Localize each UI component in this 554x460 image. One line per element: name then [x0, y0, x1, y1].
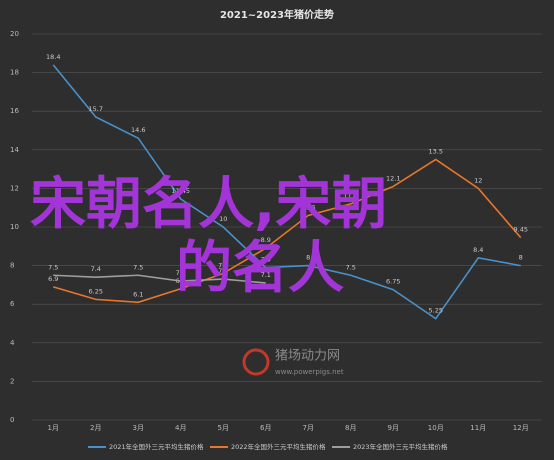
- data-label: 8.9: [261, 236, 271, 244]
- y-tick-label: 2: [10, 377, 14, 385]
- data-label: 15.7: [89, 105, 103, 113]
- x-tick-label: 5月: [218, 424, 229, 432]
- chart-title: 2021~2023年猪价走势: [220, 8, 334, 21]
- data-label: 7.5: [48, 263, 58, 271]
- data-label: 12.1: [386, 174, 400, 182]
- y-tick-label: 4: [10, 339, 15, 347]
- x-tick-label: 9月: [388, 424, 399, 432]
- data-label: 7.5: [346, 263, 356, 271]
- data-label: 7.3: [218, 267, 228, 275]
- data-label: 7.4: [91, 265, 101, 273]
- y-tick-label: 20: [10, 30, 19, 38]
- legend-label: 2023年全国外三元平均生猪价格: [353, 442, 448, 451]
- data-label: 8.4: [473, 246, 483, 254]
- y-tick-label: 8: [10, 262, 14, 270]
- legend-label: 2021年全国外三元平均生猪价格: [109, 442, 204, 451]
- series-line: [53, 158, 522, 304]
- data-label: 9.45: [514, 226, 528, 234]
- y-tick-label: 18: [10, 69, 19, 77]
- data-label: 14.6: [131, 126, 145, 134]
- y-tick-label: 10: [10, 223, 19, 231]
- data-label: 7.5: [133, 263, 143, 271]
- data-label: 7.9: [261, 256, 271, 264]
- y-tick-label: 12: [10, 184, 19, 192]
- x-tick-label: 4月: [175, 424, 186, 432]
- data-label: 8: [519, 254, 523, 262]
- y-tick-label: 0: [10, 416, 14, 424]
- data-label: 18.4: [46, 53, 60, 61]
- x-tick-label: 6月: [260, 424, 271, 432]
- x-tick-label: 8月: [345, 424, 356, 432]
- data-label: 8: [306, 254, 310, 262]
- data-label: 10.6: [301, 203, 315, 211]
- data-label: 6.9: [48, 275, 58, 283]
- x-tick-label: 12月: [513, 424, 529, 432]
- x-tick-label: 10月: [428, 424, 444, 432]
- data-label: 5.25: [429, 307, 443, 315]
- watermark-name: 猪场动力网: [275, 349, 340, 364]
- x-tick-label: 2月: [90, 424, 101, 432]
- data-label: 6.25: [89, 287, 103, 295]
- y-tick-label: 14: [10, 146, 19, 154]
- series-line: [52, 64, 521, 320]
- data-label: 11.2: [344, 192, 358, 200]
- y-tick-label: 6: [10, 300, 15, 308]
- x-tick-label: 1月: [48, 424, 59, 432]
- data-label: 7.2: [176, 269, 186, 277]
- watermark: 猪场动力网 www.powerpigs.net: [242, 348, 344, 376]
- data-label: 6.1: [133, 290, 143, 298]
- x-tick-label: 3月: [133, 424, 144, 432]
- data-label: 6.75: [386, 278, 400, 286]
- data-label: 7.6: [218, 261, 228, 269]
- overlay-text: 宋朝名人,宋朝: [30, 172, 387, 237]
- data-label: 7.1: [261, 271, 271, 279]
- data-label: 12: [474, 176, 482, 184]
- watermark-logo: [242, 348, 270, 376]
- plot: 0 2 4 6 8 10 12 14 16 18 20 1月 2月 3月 4月 5月 6月 7月 8月 9月 10月 11…: [10, 30, 542, 451]
- overlay-text: 的名人: [176, 236, 344, 301]
- y-tick-label: 16: [10, 107, 19, 115]
- data-label: 13.5: [429, 147, 443, 155]
- watermark-url: www.powerpigs.net: [275, 368, 344, 376]
- data-label: 10: [219, 215, 227, 223]
- x-tick-label: 7月: [303, 424, 314, 432]
- series-line: [53, 274, 266, 284]
- data-label: 11.45: [171, 187, 190, 195]
- legend-label: 2022年全国外三元平均生猪价格: [231, 442, 326, 451]
- x-tick-label: 11月: [470, 424, 486, 432]
